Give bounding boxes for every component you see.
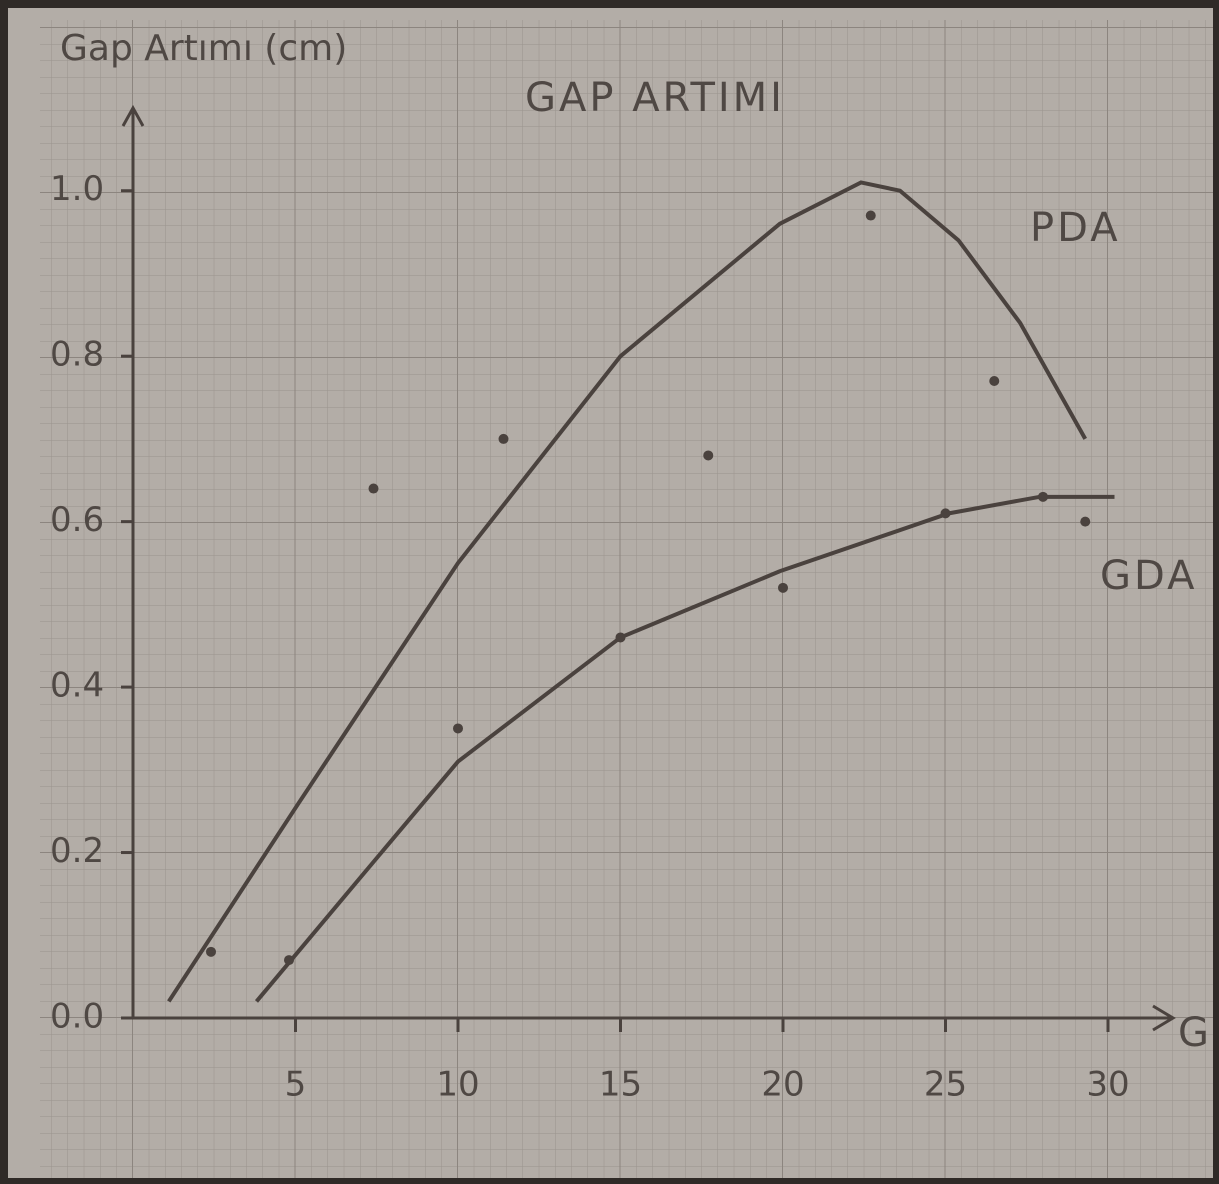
data-point (940, 508, 951, 519)
x-tick-label: 30 (1086, 1065, 1129, 1105)
data-point (453, 723, 463, 734)
axis-arrow (121, 104, 145, 127)
data-point (1080, 516, 1091, 527)
y-tick-label: 0.8 (50, 335, 104, 375)
data-point (368, 483, 379, 494)
data-point (206, 946, 216, 957)
fit-curve (167, 180, 1087, 1003)
data-point (778, 582, 788, 593)
y-tick-label: 0.2 (50, 831, 104, 871)
data-point (989, 376, 1000, 386)
axis-arrow (1152, 1004, 1176, 1032)
fit-curve (254, 494, 1115, 1003)
series-label: GDA (1100, 553, 1197, 599)
data-point (1038, 491, 1048, 502)
y-tick-label: 1.0 (50, 169, 104, 209)
data-point (865, 210, 876, 221)
x-tick-label: 20 (761, 1065, 804, 1105)
x-tick-label: 10 (436, 1065, 479, 1105)
data-point (284, 955, 294, 966)
data-point (498, 433, 509, 444)
y-axis-label: Gap Artımı (cm) (60, 28, 347, 69)
data-point (615, 632, 626, 643)
series-label: PDA (1030, 205, 1121, 251)
x-tick-label: 5 (285, 1065, 307, 1105)
x-tick-label: 15 (599, 1065, 642, 1105)
data-point (703, 450, 714, 461)
graph-paper-major (40, 20, 1213, 1178)
x-axis-label: G (1178, 1010, 1212, 1056)
x-tick-label: 25 (924, 1065, 967, 1105)
y-tick-label: 0.4 (50, 666, 104, 706)
y-tick-label: 0.0 (50, 997, 104, 1037)
chart-title: GAP ARTIMI (525, 75, 785, 121)
y-tick-label: 0.6 (50, 500, 104, 540)
